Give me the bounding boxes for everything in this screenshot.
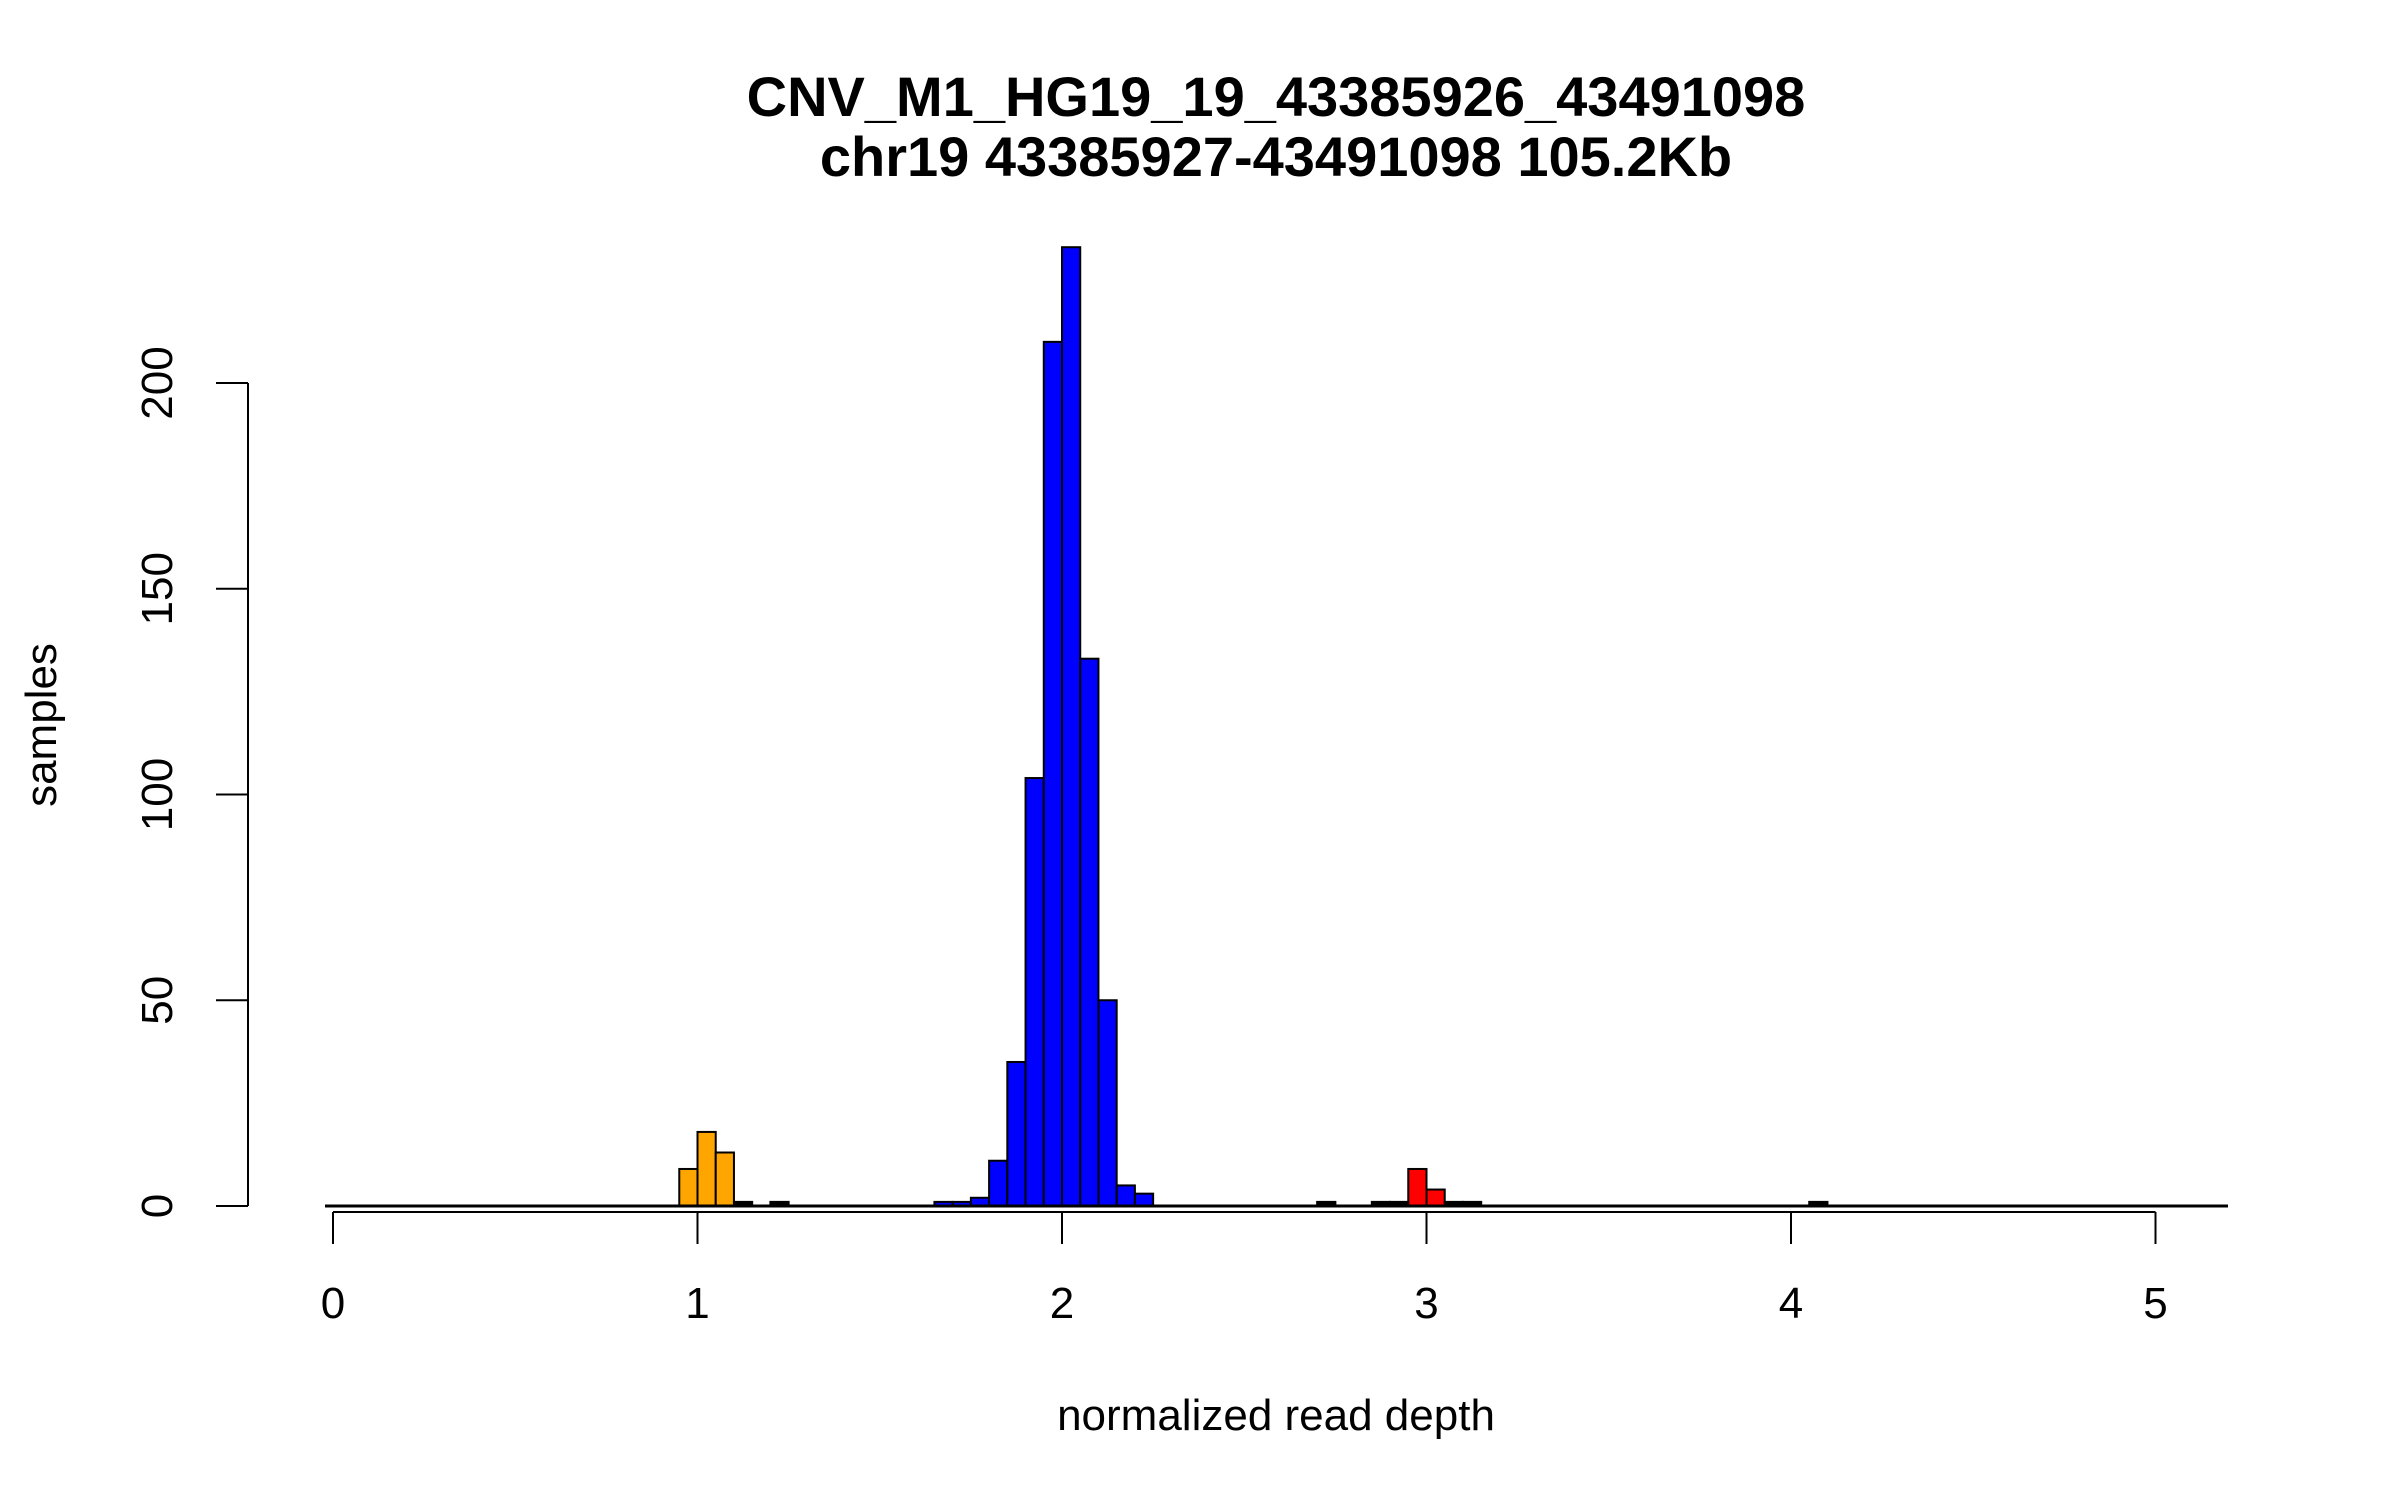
- histogram-bar-11: [1042, 340, 1064, 1208]
- y-tick-label-4: 200: [133, 346, 182, 419]
- histogram-bar-12: [1061, 246, 1082, 1207]
- histogram-bar-15: [1115, 1184, 1136, 1208]
- histogram-bar-16: [1133, 1192, 1155, 1208]
- y-tick-label-3: 150: [133, 552, 182, 625]
- x-tick-label-4: 4: [1779, 1279, 1803, 1328]
- bars-layer: [678, 246, 1829, 1208]
- y-tick-label-1: 50: [133, 976, 182, 1025]
- histogram-bar-10: [1024, 777, 1045, 1207]
- y-axis: 0 50 100 150 200: [133, 346, 249, 1218]
- x-axis-label: normalized read depth: [1057, 1391, 1495, 1440]
- histogram-bar-14: [1097, 999, 1118, 1207]
- histogram-bar-9: [1006, 1060, 1027, 1207]
- chart-title: CNV_M1_HG19_19_43385926_43491098: [747, 65, 1806, 128]
- x-tick-label-2: 2: [1050, 1279, 1074, 1328]
- y-tick-label-0: 0: [133, 1194, 182, 1218]
- y-tick-label-2: 100: [133, 758, 182, 831]
- y-axis-label: samples: [17, 643, 66, 807]
- x-tick-label-3: 3: [1414, 1279, 1438, 1328]
- histogram-bar-8: [988, 1159, 1009, 1207]
- histogram-bar-2: [714, 1151, 735, 1208]
- histogram-bar-0: [678, 1167, 699, 1207]
- x-tick-label-1: 1: [685, 1279, 709, 1328]
- histogram-bar-20: [1407, 1167, 1428, 1207]
- x-tick-label-5: 5: [2143, 1279, 2167, 1328]
- histogram-bar-1: [696, 1130, 717, 1208]
- chart-subtitle: chr19 43385927-43491098 105.2Kb: [820, 125, 1732, 188]
- histogram-bar-13: [1079, 657, 1100, 1207]
- histogram-bar-21: [1425, 1188, 1446, 1208]
- x-axis: 0 1 2 3 4 5: [321, 1211, 2168, 1328]
- x-tick-label-0: 0: [321, 1279, 345, 1328]
